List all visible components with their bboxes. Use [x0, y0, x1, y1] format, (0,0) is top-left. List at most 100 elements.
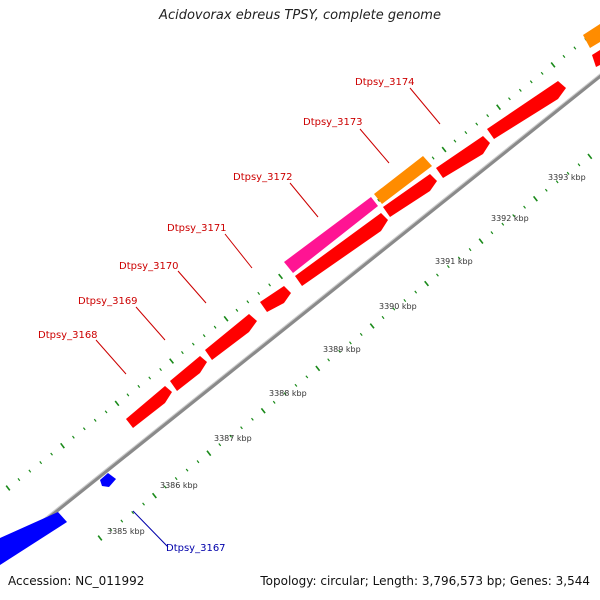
tick-mark	[587, 153, 593, 160]
tick-mark	[475, 122, 479, 126]
tick-mark	[315, 365, 321, 372]
gene-dtpsy-3169[interactable]	[170, 356, 207, 391]
tick-mark	[457, 256, 461, 260]
tick-mark	[126, 393, 130, 397]
gene-red-upper-right[interactable]	[487, 81, 566, 139]
tick-mark	[114, 400, 120, 407]
tick-mark	[512, 214, 516, 218]
label-dtpsy-3171[interactable]: Dtpsy_3171	[167, 223, 227, 234]
tick-label-3386: 3386 kbp	[160, 481, 198, 490]
tick-mark	[235, 308, 239, 312]
gene-dtpsy-3168[interactable]	[126, 386, 172, 428]
tick-mark	[185, 468, 189, 472]
leader-dtpsy-3168	[95, 339, 127, 375]
tick-mark	[181, 351, 184, 355]
tick-mark	[104, 410, 108, 414]
tick-mark	[137, 384, 141, 388]
gene-dtpsy-3171[interactable]	[260, 286, 291, 312]
accession-text: Accession: NC_011992	[8, 574, 145, 588]
gene-dtpsy-3173-lower[interactable]	[383, 174, 437, 217]
tick-mark	[17, 478, 21, 482]
tick-mark	[338, 349, 341, 353]
leader-dtpsy-3171	[224, 233, 253, 269]
gene-dtpsy-3167-small[interactable]	[100, 473, 116, 487]
tick-label-3392: 3392 kbp	[491, 214, 529, 223]
tick-mark	[202, 334, 206, 338]
gene-dtpsy-3167[interactable]	[0, 512, 67, 565]
label-dtpsy-3173[interactable]: Dtpsy_3173	[303, 117, 363, 128]
tick-mark	[278, 273, 284, 280]
tick-mark	[163, 485, 167, 489]
tick-mark	[453, 139, 457, 143]
tick-mark	[28, 469, 32, 473]
tick-mark	[131, 511, 135, 515]
tick-mark	[191, 342, 195, 346]
tick-mark	[268, 283, 271, 287]
gene-dtpsy-3172-lower[interactable]	[295, 213, 388, 286]
tick-mark	[392, 307, 396, 311]
tick-mark	[508, 97, 511, 101]
tick-mark	[566, 171, 570, 175]
gene-dtpsy-3172[interactable]	[284, 197, 378, 273]
gene-dtpsy-3173[interactable]	[374, 156, 432, 204]
tick-mark	[431, 156, 435, 160]
tick-mark	[359, 332, 363, 336]
tick-mark	[120, 519, 124, 523]
tick-mark	[5, 485, 11, 491]
tick-mark	[283, 392, 287, 396]
tick-mark	[446, 265, 450, 269]
tick-mark	[151, 492, 157, 499]
leader-dtpsy-3173	[359, 128, 390, 164]
genome-summary-text: Topology: circular; Length: 3,796,573 bp…	[260, 574, 590, 588]
tick-mark	[206, 450, 212, 457]
tick-mark	[518, 88, 522, 92]
label-dtpsy-3167[interactable]: Dtpsy_3167	[166, 543, 226, 554]
tick-label-3391: 3391 kbp	[435, 257, 473, 266]
tick-mark	[50, 452, 53, 456]
tick-mark	[223, 315, 229, 322]
tick-mark	[369, 323, 375, 329]
tick-mark	[196, 460, 200, 464]
gene-dtpsy-3170[interactable]	[205, 314, 257, 360]
map-title: Acidovorax ebreus TPSY, complete genome	[159, 8, 441, 23]
tick-mark	[60, 442, 65, 449]
tick-mark	[414, 290, 418, 294]
tick-label-3388: 3388 kbp	[269, 389, 307, 398]
tick-mark	[532, 195, 538, 202]
tick-mark	[550, 62, 556, 68]
backbone-line	[0, 73, 600, 559]
gene-orange-edge[interactable]	[583, 24, 600, 48]
tick-mark	[229, 434, 233, 438]
tick-mark	[377, 198, 381, 202]
tick-label-3385: 3385 kbp	[107, 527, 145, 536]
label-dtpsy-3174[interactable]: Dtpsy_3174	[355, 77, 415, 88]
tick-mark	[478, 238, 484, 244]
tick-mark	[327, 358, 330, 362]
tick-mark	[218, 443, 222, 447]
tick-mark	[109, 527, 113, 532]
tick-mark	[349, 341, 352, 345]
label-dtpsy-3169[interactable]: Dtpsy_3169	[78, 296, 138, 307]
tick-mark	[148, 376, 152, 380]
tick-mark	[260, 407, 266, 414]
leader-lines	[95, 87, 441, 548]
tick-mark	[523, 205, 526, 209]
tick-mark	[142, 502, 145, 506]
label-dtpsy-3172[interactable]: Dtpsy_3172	[233, 172, 293, 183]
tick-mark	[174, 477, 178, 481]
tick-mark	[97, 535, 103, 541]
tick-label-3390: 3390 kbp	[379, 302, 417, 311]
gene-dtpsy-3174-lower[interactable]	[436, 136, 490, 178]
tick-mark	[577, 163, 581, 167]
tick-mark	[540, 71, 544, 75]
tick-mark	[294, 383, 298, 387]
label-dtpsy-3168[interactable]: Dtpsy_3168	[38, 330, 98, 341]
tick-mark	[436, 273, 439, 277]
tick-mark	[544, 188, 548, 192]
tick-mark	[486, 114, 490, 118]
leader-dtpsy-3174	[409, 87, 441, 125]
label-dtpsy-3170[interactable]: Dtpsy_3170	[119, 261, 179, 272]
gene-red-edge[interactable]	[592, 50, 600, 67]
tick-mark	[424, 280, 430, 287]
